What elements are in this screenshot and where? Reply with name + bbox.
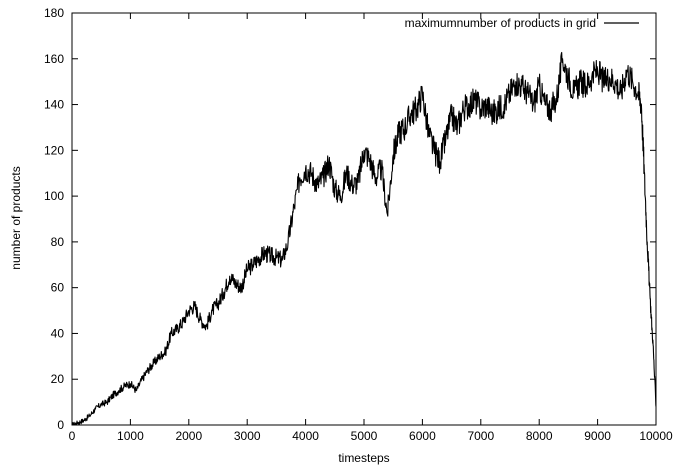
y-tick-label: 80 [51,235,65,249]
y-tick-label: 160 [44,52,64,66]
y-tick-label: 0 [57,418,64,432]
y-tick-label: 100 [44,189,64,203]
x-tick-label: 9000 [584,429,611,443]
y-tick-label: 140 [44,98,64,112]
x-tick-label: 4000 [292,429,319,443]
x-tick-label: 3000 [234,429,261,443]
x-tick-label: 8000 [526,429,553,443]
x-axis-title: timesteps [338,451,389,465]
y-tick-label: 60 [51,281,65,295]
axes-layer: 0 1000 2000 3000 4000 5000 6000 7000 8000 9000 100… [44,6,673,443]
y-tick-label: 180 [44,6,64,20]
x-tick-label: 1000 [117,429,144,443]
y-axis-title: number of products [9,166,23,269]
x-tick-label: 5000 [351,429,378,443]
x-tick-label: 10000 [639,429,673,443]
x-tick-label: 7000 [467,429,494,443]
x-tick-label: 2000 [175,429,202,443]
legend: maximumnumber of products in grid [405,16,639,30]
y-tick-label: 120 [44,143,64,157]
y-tick-label: 40 [51,326,65,340]
x-tick-label: 6000 [409,429,436,443]
legend-label: maximumnumber of products in grid [405,16,596,30]
y-tick-label: 20 [51,372,65,386]
series-line [71,51,657,426]
series-layer [71,51,657,426]
x-tick-label: 0 [69,429,76,443]
